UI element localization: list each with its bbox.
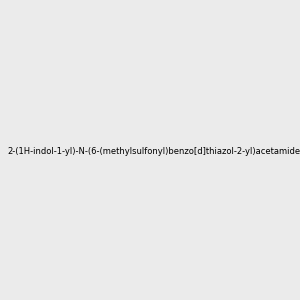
Text: 2-(1H-indol-1-yl)-N-(6-(methylsulfonyl)benzo[d]thiazol-2-yl)acetamide: 2-(1H-indol-1-yl)-N-(6-(methylsulfonyl)b… (7, 147, 300, 156)
